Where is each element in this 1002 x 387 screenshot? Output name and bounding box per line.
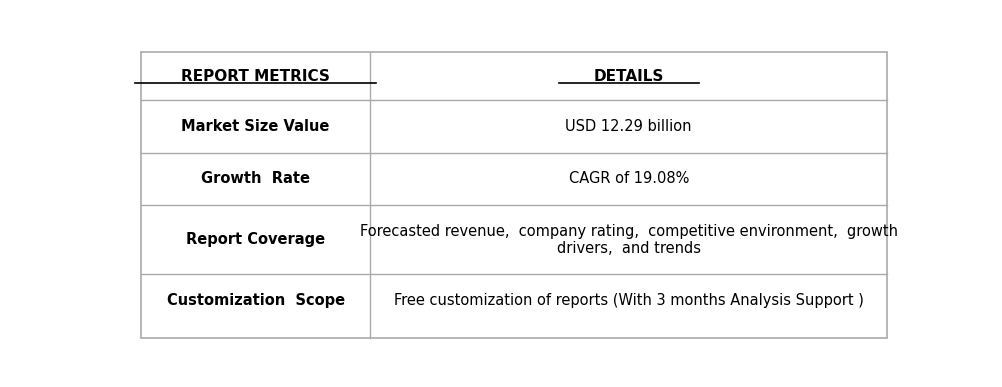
Text: DETAILS: DETAILS — [593, 68, 663, 84]
Text: Customization  Scope: Customization Scope — [166, 293, 345, 308]
Text: REPORT METRICS: REPORT METRICS — [181, 68, 330, 84]
Text: Growth  Rate: Growth Rate — [200, 171, 310, 187]
Text: Report Coverage: Report Coverage — [185, 232, 325, 247]
Text: CAGR of 19.08%: CAGR of 19.08% — [568, 171, 688, 187]
Text: USD 12.29 billion: USD 12.29 billion — [565, 118, 691, 134]
Text: Free customization of reports (With 3 months Analysis Support ): Free customization of reports (With 3 mo… — [394, 293, 863, 308]
Text: Forecasted revenue,  company rating,  competitive environment,  growth
drivers, : Forecasted revenue, company rating, comp… — [360, 224, 897, 256]
Text: Market Size Value: Market Size Value — [181, 118, 330, 134]
